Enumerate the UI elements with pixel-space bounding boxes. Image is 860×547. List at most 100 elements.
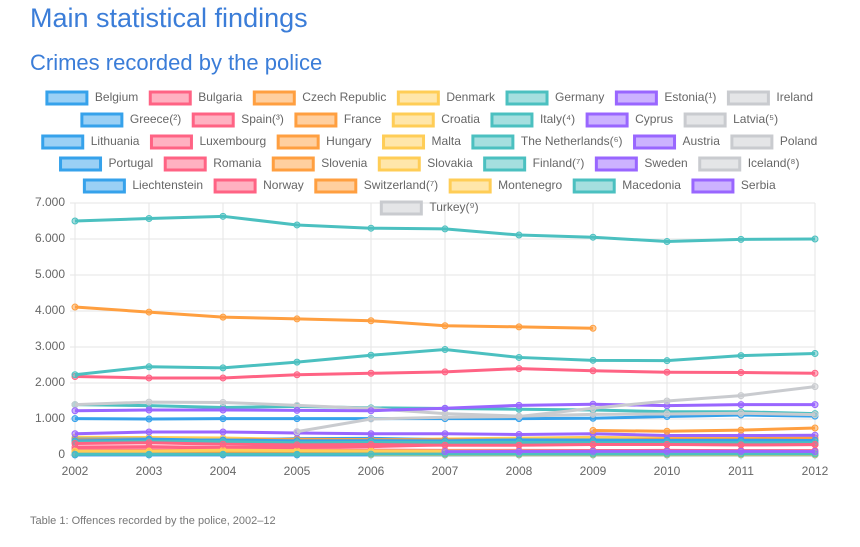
legend-swatch xyxy=(47,92,87,104)
legend-swatch xyxy=(398,92,438,104)
legend-label: Norway xyxy=(263,178,304,192)
data-point xyxy=(72,431,78,437)
legend-label: Greece(²) xyxy=(130,112,181,126)
legend-swatch xyxy=(384,136,424,148)
legend-label: The Netherlands(⁶) xyxy=(521,134,623,148)
legend-swatch xyxy=(616,92,656,104)
legend-label: Macedonia xyxy=(622,178,681,192)
legend-item: The Netherlands(⁶) xyxy=(473,134,623,148)
data-point xyxy=(72,440,78,446)
data-point xyxy=(590,428,596,434)
data-point xyxy=(738,442,744,448)
legend-label: Austria xyxy=(683,134,721,148)
data-point xyxy=(442,347,448,353)
legend-item: Estonia(¹) xyxy=(616,90,716,104)
series-line xyxy=(75,307,593,328)
data-point xyxy=(590,448,596,454)
legend-swatch xyxy=(450,180,490,192)
legend-swatch xyxy=(596,158,636,170)
data-point xyxy=(812,370,818,376)
data-point xyxy=(738,370,744,376)
data-point xyxy=(590,234,596,240)
data-point xyxy=(294,451,300,457)
data-point xyxy=(220,407,226,413)
data-point xyxy=(146,215,152,221)
data-point xyxy=(220,399,226,405)
legend-item: Slovakia xyxy=(379,156,473,170)
legend-label: Cyprus xyxy=(635,112,673,126)
data-point xyxy=(590,411,596,417)
legend-item: Greece(²) xyxy=(82,112,181,126)
data-point xyxy=(812,384,818,390)
legend-item: Sweden xyxy=(596,156,687,170)
legend-swatch xyxy=(381,202,421,214)
data-point xyxy=(812,412,818,418)
legend-label: Latvia(⁵) xyxy=(733,112,778,126)
data-point xyxy=(146,429,152,435)
y-tick-label: 6.000 xyxy=(35,231,65,245)
data-point xyxy=(738,393,744,399)
data-point xyxy=(220,213,226,219)
legend-swatch xyxy=(492,114,532,126)
data-point xyxy=(72,402,78,408)
legend-item: Bulgaria xyxy=(150,90,242,104)
data-point xyxy=(442,226,448,232)
data-point xyxy=(812,442,818,448)
data-point xyxy=(368,416,374,422)
data-point xyxy=(220,416,226,422)
legend-label: Finland(⁷) xyxy=(533,156,585,170)
data-point xyxy=(590,325,596,331)
data-point xyxy=(738,353,744,359)
x-tick-label: 2010 xyxy=(654,464,681,478)
legend-item: Portugal xyxy=(61,156,154,170)
data-point xyxy=(516,354,522,360)
legend-label: Germany xyxy=(555,90,604,104)
legend-label: Estonia(¹) xyxy=(664,90,716,104)
legend-item: Poland xyxy=(732,134,817,148)
data-point xyxy=(294,442,300,448)
data-point xyxy=(812,449,818,455)
legend-item: Spain(³) xyxy=(193,112,284,126)
data-point xyxy=(72,372,78,378)
data-point xyxy=(442,431,448,437)
legend-label: Malta xyxy=(432,134,462,148)
caption: Table 1: Offences recorded by the police… xyxy=(30,515,276,527)
legend-item: Germany xyxy=(507,90,604,104)
legend-swatch xyxy=(473,136,513,148)
data-point xyxy=(368,318,374,324)
data-point xyxy=(812,350,818,356)
data-point xyxy=(590,368,596,374)
data-point xyxy=(516,442,522,448)
legend-swatch xyxy=(732,136,772,148)
data-point xyxy=(146,440,152,446)
y-tick-label: 2.000 xyxy=(35,375,65,389)
data-point xyxy=(146,407,152,413)
data-point xyxy=(368,225,374,231)
legend-label: Montenegro xyxy=(498,178,562,192)
y-tick-label: 1.000 xyxy=(35,411,65,425)
data-point xyxy=(442,449,448,455)
data-point xyxy=(442,369,448,375)
data-point xyxy=(442,414,448,420)
y-tick-label: 4.000 xyxy=(35,303,65,317)
data-point xyxy=(294,359,300,365)
legend-swatch xyxy=(393,114,433,126)
data-point xyxy=(664,239,670,245)
data-point xyxy=(294,407,300,413)
legend-swatch xyxy=(635,136,675,148)
data-point xyxy=(664,358,670,364)
data-point xyxy=(146,399,152,405)
legend-swatch xyxy=(43,136,83,148)
legend-item: Ireland xyxy=(728,90,813,104)
x-tick-label: 2004 xyxy=(210,464,237,478)
data-point xyxy=(442,405,448,411)
legend-swatch xyxy=(215,180,255,192)
legend-item: Liechtenstein xyxy=(84,178,203,192)
data-point xyxy=(368,352,374,358)
data-point xyxy=(516,448,522,454)
data-point xyxy=(294,316,300,322)
data-point xyxy=(664,369,670,375)
legend-item: Italy(⁴) xyxy=(492,112,575,126)
legend-swatch xyxy=(728,92,768,104)
data-point xyxy=(590,442,596,448)
